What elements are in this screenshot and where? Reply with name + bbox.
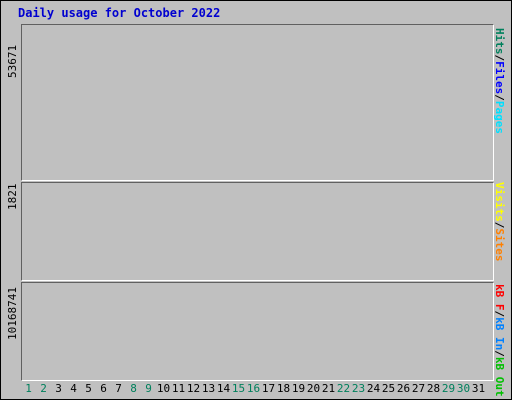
day-label-13: 13 [201,382,216,395]
day-label-29: 29 [441,382,456,395]
day-label-22: 22 [336,382,351,395]
hits-legend-item: Pages [493,100,506,134]
day-label-31: 31 [471,382,486,395]
day-label-15: 15 [231,382,246,395]
day-label-10: 10 [156,382,171,395]
hits-panel [21,24,494,181]
day-label-28: 28 [426,382,441,395]
hits-legend-item: Files [493,61,506,95]
day-label-2: 2 [40,382,47,395]
day-label-30: 30 [456,382,471,395]
day-label-11: 11 [171,382,186,395]
day-label-7: 7 [115,382,122,395]
hits-legend-item: / [493,94,506,101]
day-label-4: 4 [70,382,77,395]
day-label-25: 25 [381,382,396,395]
kb-legend: kB F/kB In/kB Out [493,284,506,397]
day-label-5: 5 [85,382,92,395]
day-label-3: 3 [55,382,62,395]
day-label-19: 19 [291,382,306,395]
page-title: Daily usage for October 2022 [18,6,221,20]
day-label-9: 9 [145,382,152,395]
sites-panel [21,182,494,281]
day-label-21: 21 [321,382,336,395]
kb-legend-item: kB F [493,284,506,311]
sites-legend: Visits/Sites [493,182,506,262]
kb-legend-item: kB In [493,317,506,351]
kb-max-label: 10168741 [6,287,19,340]
hits-legend: Hits/Files/Pages [493,28,506,134]
day-label-17: 17 [261,382,276,395]
day-label-14: 14 [216,382,231,395]
day-label-12: 12 [186,382,201,395]
day-label-20: 20 [306,382,321,395]
day-label-24: 24 [366,382,381,395]
kb-legend-item: kB Out [493,356,506,397]
hits-legend-item: Hits [493,28,506,55]
hits-max-label: 53671 [6,44,19,78]
day-label-18: 18 [276,382,291,395]
day-label-1: 1 [25,382,32,395]
day-label-27: 27 [411,382,426,395]
sites-legend-item: Sites [493,228,506,262]
day-label-16: 16 [246,382,261,395]
kb-legend-item: / [493,350,506,357]
sites-max-label: 1821 [6,183,19,211]
sites-legend-item: Visits [493,182,506,222]
kb-panel [21,282,494,381]
day-label-8: 8 [130,382,137,395]
day-label-6: 6 [100,382,107,395]
day-label-26: 26 [396,382,411,395]
day-label-23: 23 [351,382,366,395]
